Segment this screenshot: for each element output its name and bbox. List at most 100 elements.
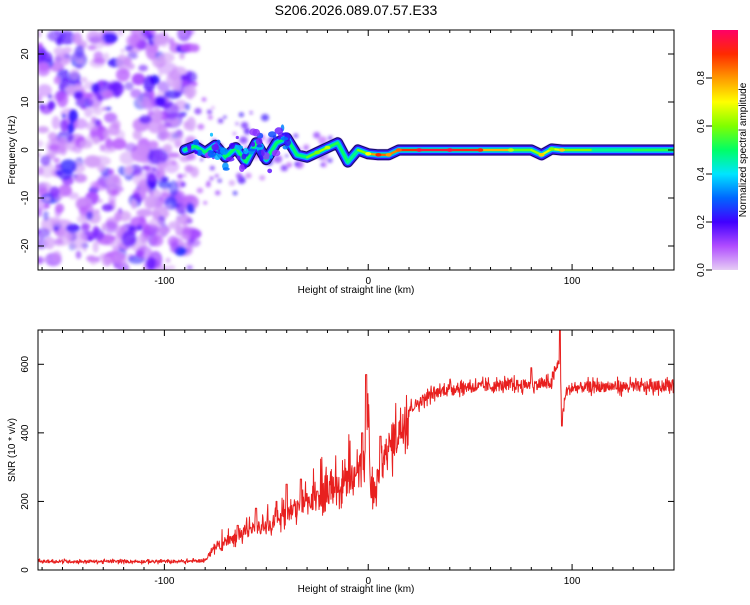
noise-blob xyxy=(313,131,321,139)
noise-blob xyxy=(294,162,299,166)
noise-blob xyxy=(124,45,134,51)
tone-hotspot xyxy=(314,150,321,155)
noise-blob xyxy=(103,221,118,234)
noise-blob xyxy=(97,164,106,172)
noise-blob xyxy=(53,238,63,245)
noise-blob xyxy=(194,107,202,115)
noise-blob xyxy=(121,230,137,247)
noise-blob xyxy=(54,52,71,67)
tone-blob xyxy=(187,145,192,153)
noise-blob xyxy=(147,119,163,134)
colorbar-tick-label: 0.0 xyxy=(696,263,707,277)
y-tick-label: 400 xyxy=(20,424,31,441)
noise-blob xyxy=(48,94,52,99)
snr-panel: -100 0 100 0 200 400 600 Height of straight li… xyxy=(7,329,675,595)
tone-hotspot xyxy=(365,152,372,156)
tone-hotspot xyxy=(507,148,514,152)
noise-blob xyxy=(293,133,299,138)
tone-blob xyxy=(207,151,217,158)
noise-blob xyxy=(49,186,60,198)
noise-blob xyxy=(186,30,195,36)
tone-blob xyxy=(259,155,264,162)
tone-hotspot xyxy=(375,153,382,157)
noise-blob xyxy=(59,118,69,132)
noise-blob xyxy=(124,173,134,181)
noise-blob xyxy=(232,132,237,136)
tone-hotspot xyxy=(395,148,402,152)
noise-blob xyxy=(138,64,148,72)
snr-axes: -100 0 100 0 200 400 600 xyxy=(20,330,675,587)
noise-blob xyxy=(217,178,222,183)
noise-blob xyxy=(52,250,62,263)
noise-blob xyxy=(136,95,151,108)
noise-blob xyxy=(114,211,122,222)
noise-blob xyxy=(101,256,113,267)
noise-blob xyxy=(92,240,99,253)
noise-blob xyxy=(73,173,78,178)
noise-blob xyxy=(179,52,185,60)
noise-blob xyxy=(50,136,67,155)
noise-blob xyxy=(197,123,205,130)
noise-blob xyxy=(206,180,211,185)
noise-blob xyxy=(243,128,251,135)
noise-blob xyxy=(182,173,187,178)
noise-blob xyxy=(102,146,114,154)
tone-blob xyxy=(256,144,263,148)
tone-hotspot xyxy=(416,148,423,152)
noise-blob xyxy=(168,180,179,197)
noise-blob xyxy=(177,174,184,179)
noise-blob xyxy=(82,245,87,253)
noise-blob xyxy=(44,204,51,209)
noise-blob xyxy=(183,121,190,127)
noise-blob xyxy=(199,158,204,161)
tone-blob xyxy=(234,145,244,150)
x-tick-label: -100 xyxy=(154,576,174,587)
tone-blob xyxy=(239,164,245,173)
noise-blob xyxy=(165,131,184,143)
noise-blob xyxy=(136,208,153,217)
tone-blob xyxy=(219,147,229,155)
noise-blob xyxy=(184,103,190,111)
noise-blob xyxy=(318,136,328,145)
noise-blob xyxy=(72,32,83,45)
y-tick-label: 10 xyxy=(20,96,31,108)
noise-blob xyxy=(201,97,207,102)
tone-blob xyxy=(261,149,265,157)
x-tick-label: 100 xyxy=(564,276,581,287)
noise-blob xyxy=(143,75,156,93)
noise-blob xyxy=(163,90,182,99)
noise-blob xyxy=(40,257,49,262)
noise-blob xyxy=(148,34,155,46)
tone-hotspot xyxy=(446,148,453,152)
tone-hotspot xyxy=(477,148,484,152)
noise-blob xyxy=(92,107,103,116)
noise-blob xyxy=(75,250,82,259)
noise-blob xyxy=(215,190,221,196)
tone-hotspot xyxy=(324,145,331,150)
tone-core-segment xyxy=(346,148,360,164)
noise-blob xyxy=(130,88,142,99)
tone-hotspot xyxy=(548,147,555,151)
noise-blob xyxy=(136,245,153,260)
noise-blob xyxy=(73,118,88,130)
noise-blob xyxy=(39,162,56,178)
noise-blob xyxy=(69,68,80,81)
noise-blob xyxy=(76,60,86,65)
noise-blob xyxy=(240,121,249,129)
noise-blob xyxy=(38,152,41,158)
noise-blob xyxy=(147,148,169,165)
noise-blob xyxy=(164,160,180,174)
noise-blob xyxy=(108,123,120,136)
tone-blob xyxy=(211,144,220,151)
noise-blob xyxy=(150,189,161,199)
tone-blob xyxy=(272,135,277,139)
noise-blob xyxy=(166,71,183,88)
colorbar-tick-label: 0.4 xyxy=(696,167,707,181)
noise-blob xyxy=(54,207,62,218)
noise-blob xyxy=(148,140,159,150)
noise-blob xyxy=(80,76,88,83)
noise-blob xyxy=(131,73,146,86)
noise-blob xyxy=(117,30,124,37)
noise-blob xyxy=(97,198,104,204)
